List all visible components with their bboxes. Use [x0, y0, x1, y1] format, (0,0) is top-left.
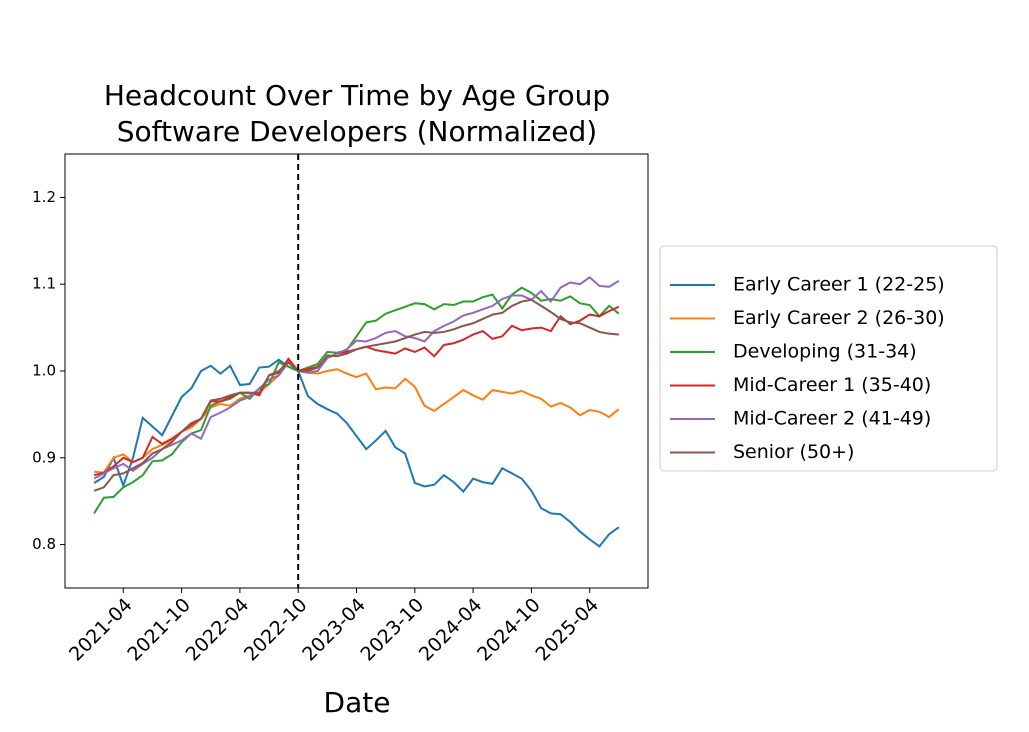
- x-tick-label: 2024-10: [473, 594, 545, 666]
- legend-label: Early Career 2 (26-30): [733, 307, 945, 329]
- plot-frame: [64, 153, 649, 589]
- x-tick-label: 2022-04: [182, 594, 254, 666]
- y-tick-label: 0.9: [32, 448, 56, 466]
- y-tick-label: 0.8: [32, 535, 56, 553]
- chart-title: Headcount Over Time by Age Group: [104, 79, 610, 112]
- x-tick-label: 2023-04: [298, 594, 370, 666]
- data-line: [93, 305, 620, 477]
- data-line: [94, 360, 620, 474]
- data-line: [93, 298, 619, 492]
- chart-subtitle: Software Developers (Normalized): [117, 115, 597, 148]
- x-tick-label: 2021-04: [65, 594, 137, 666]
- x-tick-label: 2024-04: [415, 594, 487, 666]
- legend-label: Developing (31-34): [733, 341, 917, 363]
- data-line: [93, 286, 620, 514]
- x-tick-label: 2021-10: [123, 594, 195, 666]
- x-axis-label: Date: [324, 686, 391, 719]
- y-tick-label: 1.1: [32, 275, 56, 293]
- legend-label: Early Career 1 (22-25): [733, 274, 945, 296]
- legend-label: Senior (50+): [733, 441, 854, 463]
- legend-label: Mid-Career 2 (41-49): [733, 408, 931, 430]
- y-tick-label: 1.2: [32, 188, 56, 206]
- data-line: [93, 358, 620, 548]
- y-tick-label: 1.0: [32, 362, 56, 380]
- legend-box: [659, 245, 998, 472]
- x-tick-label: 2022-10: [240, 594, 312, 666]
- x-tick-label: 2023-10: [357, 594, 429, 666]
- x-tick-label: 2025-04: [531, 594, 603, 666]
- legend-label: Mid-Career 1 (35-40): [733, 374, 931, 396]
